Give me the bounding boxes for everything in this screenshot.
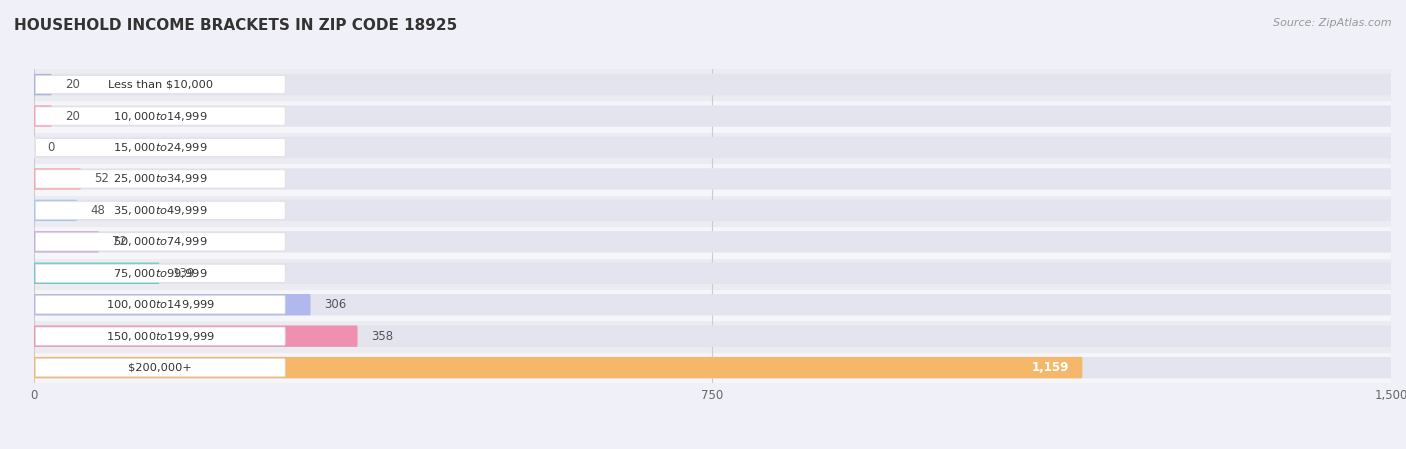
Text: 72: 72 [112,235,128,248]
FancyBboxPatch shape [34,200,1391,221]
Text: $200,000+: $200,000+ [128,363,193,373]
Text: $10,000 to $14,999: $10,000 to $14,999 [112,110,208,123]
Text: 358: 358 [371,330,394,343]
FancyBboxPatch shape [34,263,159,284]
FancyBboxPatch shape [35,170,285,188]
Text: 1,159: 1,159 [1032,361,1069,374]
Text: Source: ZipAtlas.com: Source: ZipAtlas.com [1274,18,1392,28]
Text: HOUSEHOLD INCOME BRACKETS IN ZIP CODE 18925: HOUSEHOLD INCOME BRACKETS IN ZIP CODE 18… [14,18,457,33]
Text: $150,000 to $199,999: $150,000 to $199,999 [105,330,215,343]
Text: $25,000 to $34,999: $25,000 to $34,999 [112,172,208,185]
FancyBboxPatch shape [34,106,1391,127]
Text: 48: 48 [90,204,105,217]
FancyBboxPatch shape [34,357,1083,379]
Text: 0: 0 [48,141,55,154]
FancyBboxPatch shape [34,357,1391,379]
FancyBboxPatch shape [34,263,1391,284]
FancyBboxPatch shape [34,231,1391,252]
FancyBboxPatch shape [34,168,80,189]
Bar [34,195,1391,226]
Bar [34,132,1391,163]
Bar [34,163,1391,195]
FancyBboxPatch shape [35,138,285,157]
Text: 52: 52 [94,172,110,185]
Bar [34,352,1391,383]
FancyBboxPatch shape [35,295,285,314]
FancyBboxPatch shape [34,168,1391,189]
Bar [34,258,1391,289]
Text: Less than $10,000: Less than $10,000 [108,79,212,90]
Text: 306: 306 [323,298,346,311]
Text: $75,000 to $99,999: $75,000 to $99,999 [112,267,208,280]
Bar [34,289,1391,321]
Text: $100,000 to $149,999: $100,000 to $149,999 [105,298,215,311]
FancyBboxPatch shape [35,233,285,251]
FancyBboxPatch shape [34,137,1391,158]
FancyBboxPatch shape [34,326,1391,347]
Bar [34,321,1391,352]
FancyBboxPatch shape [34,106,52,127]
FancyBboxPatch shape [34,294,1391,315]
Bar [34,100,1391,132]
FancyBboxPatch shape [35,75,285,94]
Bar [34,69,1391,100]
FancyBboxPatch shape [35,264,285,282]
FancyBboxPatch shape [34,74,1391,95]
FancyBboxPatch shape [34,200,77,221]
FancyBboxPatch shape [35,359,285,377]
FancyBboxPatch shape [35,327,285,345]
FancyBboxPatch shape [34,74,52,95]
FancyBboxPatch shape [34,231,98,252]
Text: 139: 139 [173,267,195,280]
Text: 20: 20 [65,78,80,91]
FancyBboxPatch shape [35,107,285,125]
Text: $15,000 to $24,999: $15,000 to $24,999 [112,141,208,154]
Text: $50,000 to $74,999: $50,000 to $74,999 [112,235,208,248]
Text: 20: 20 [65,110,80,123]
FancyBboxPatch shape [34,294,311,315]
Bar [34,226,1391,258]
FancyBboxPatch shape [34,326,357,347]
FancyBboxPatch shape [35,201,285,220]
Text: $35,000 to $49,999: $35,000 to $49,999 [112,204,208,217]
